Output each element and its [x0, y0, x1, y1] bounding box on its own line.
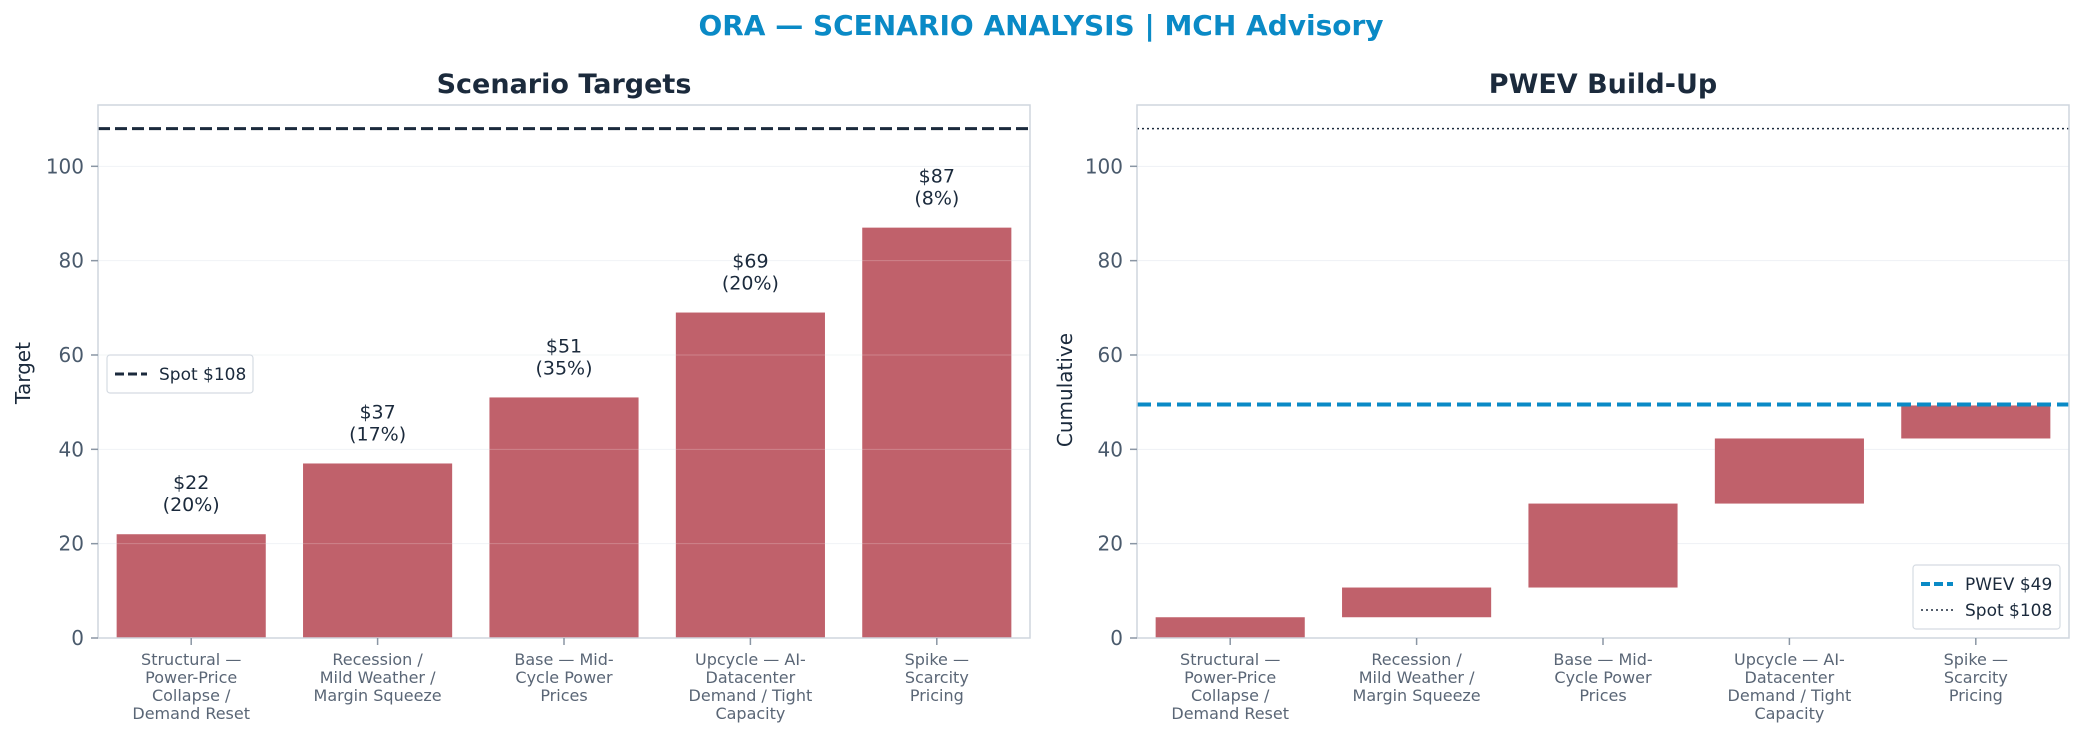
panel2-category-label: Structural — Power-Price Collapse / Demand …	[1171, 650, 1289, 723]
panel1-data-label: $37 (17%)	[349, 401, 406, 445]
panel2-y-tick-label: 40	[1098, 437, 1123, 461]
panel1-category-label: Upcycle — AI-Datacenter Demand / Tight Cap…	[689, 650, 813, 723]
panel1-category-label: Recession / Mild Weather / Margin Squeeze	[314, 650, 442, 705]
panel2-y-axis-label: Cumulative	[1053, 333, 1077, 447]
panel1-y-tick-label: 0	[71, 626, 84, 650]
panel1-y-tick-label: 20	[59, 532, 84, 556]
figure-title: ORA — SCENARIO ANALYSIS | MCH Advisory	[698, 9, 1383, 42]
panel2-legend-label: PWEV $49	[1965, 575, 2052, 595]
panel1-category-label: Structural — Power-Price Collapse / Demand …	[132, 650, 250, 723]
panel2-waterfall-segment	[1528, 503, 1678, 588]
panel1-bar	[862, 227, 1012, 639]
panel1-data-label: $22 (20%)	[163, 472, 220, 516]
panel1-bar	[489, 397, 639, 638]
panel1-data-label: $51 (35%)	[535, 335, 592, 379]
panel2-waterfall-segment	[1342, 587, 1492, 618]
panel1-y-tick-label: 60	[59, 343, 84, 367]
panel2-category-label: Recession / Mild Weather / Margin Squeeze	[1353, 650, 1481, 705]
panel1-legend-label: Spot $108	[159, 365, 246, 385]
panel1-title: Scenario Targets	[437, 69, 692, 100]
panel1-bar	[116, 534, 266, 638]
panel2-y-tick-label: 60	[1098, 343, 1123, 367]
panel1-y-tick-label: 100	[46, 154, 84, 178]
panel1-category-label: Base — Mid-Cycle Power Prices	[514, 650, 613, 705]
panel2-title: PWEV Build-Up	[1489, 69, 1717, 100]
panel2-legend-box	[1912, 564, 2061, 630]
panel1-bar	[675, 312, 825, 638]
panel1-category-label: Spike — Scarcity Pricing	[905, 650, 969, 705]
panel1-data-label: $87 (8%)	[914, 166, 959, 210]
panel2-category-label: Base — Mid-Cycle Power Prices	[1553, 650, 1652, 705]
panel2-category-label: Spike — Scarcity Pricing	[1944, 650, 2008, 705]
panel2-waterfall-segment	[1714, 438, 1864, 504]
panel2-waterfall-segment	[1155, 617, 1305, 638]
panel2-y-tick-label: 80	[1098, 249, 1123, 273]
panel2-legend-label: Spot $108	[1965, 601, 2052, 621]
panel1-bar	[303, 463, 453, 638]
panel2-y-tick-label: 0	[1110, 626, 1123, 650]
panel1-y-axis-label: Target	[11, 342, 35, 405]
panel1-y-tick-label: 40	[59, 437, 84, 461]
panel2-y-tick-label: 100	[1085, 154, 1123, 178]
panel2-category-label: Upcycle — AI-Datacenter Demand / Tight Cap…	[1728, 650, 1852, 723]
panel1-legend-box	[106, 354, 254, 394]
panel1-y-tick-label: 80	[59, 249, 84, 273]
panel2-waterfall-segment	[1901, 405, 2051, 439]
panel1-data-label: $69 (20%)	[722, 251, 779, 295]
panel2-y-tick-label: 20	[1098, 532, 1123, 556]
